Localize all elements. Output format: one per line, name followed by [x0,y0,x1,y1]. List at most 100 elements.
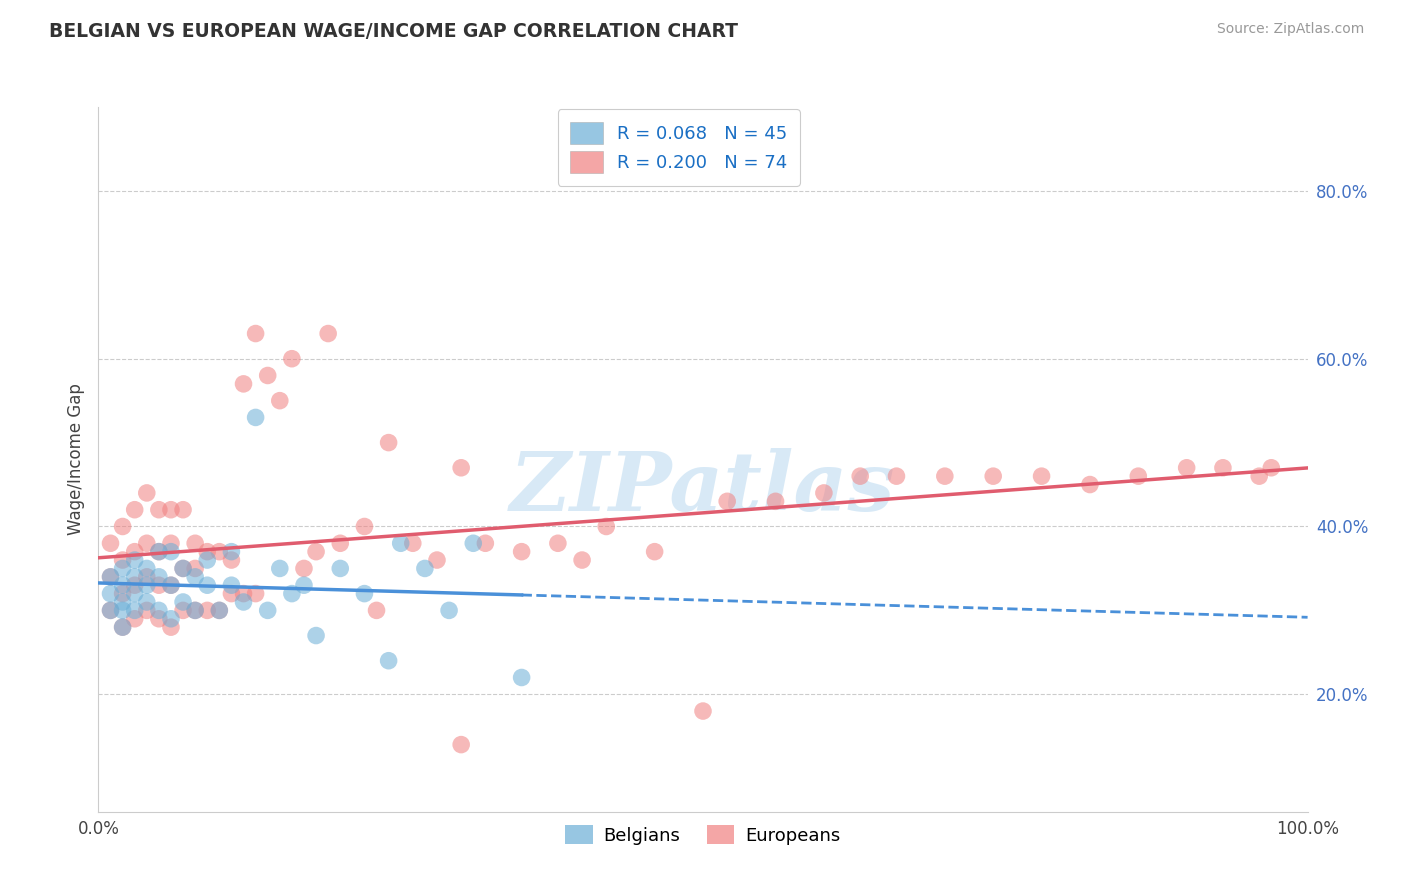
Point [172,502,194,516]
Text: Source: ZipAtlas.com: Source: ZipAtlas.com [1216,22,1364,37]
Point [148,570,170,584]
Point [100,536,122,550]
Text: BELGIAN VS EUROPEAN WAGE/INCOME GAP CORRELATION CHART: BELGIAN VS EUROPEAN WAGE/INCOME GAP CORR… [49,22,738,41]
Point [934,469,956,483]
Point [135,595,157,609]
Legend: Belgians, Europeans: Belgians, Europeans [558,818,848,852]
Point [111,595,134,609]
Point [184,536,207,550]
Point [208,603,231,617]
Point [172,603,194,617]
Point [329,536,352,550]
Point [366,603,388,617]
Point [148,578,170,592]
Point [160,536,183,550]
Point [124,578,146,592]
Point [232,595,254,609]
Point [245,326,267,341]
Point [1212,460,1234,475]
Point [1249,469,1271,483]
Point [765,494,787,508]
Point [148,544,170,558]
Point [135,570,157,584]
Point [221,578,243,592]
Point [1128,469,1150,483]
Point [160,578,183,592]
Point [184,603,207,617]
Point [100,570,122,584]
Point [813,486,835,500]
Point [172,561,194,575]
Point [256,368,278,383]
Point [208,603,231,617]
Point [316,326,339,341]
Point [195,544,218,558]
Point [981,469,1004,483]
Point [1260,460,1282,475]
Point [135,486,157,500]
Point [547,536,569,550]
Point [172,595,194,609]
Point [1078,477,1101,491]
Point [124,570,146,584]
Point [148,603,170,617]
Point [160,578,183,592]
Point [100,570,122,584]
Point [221,553,243,567]
Point [111,603,134,617]
Point [353,586,375,600]
Point [1031,469,1053,483]
Point [111,561,134,575]
Point [353,519,375,533]
Point [124,553,146,567]
Point [377,654,399,668]
Text: ZIPatlas: ZIPatlas [510,448,896,527]
Point [269,561,291,575]
Point [148,502,170,516]
Point [111,519,134,533]
Point [221,586,243,600]
Point [172,561,194,575]
Point [595,519,617,533]
Point [256,603,278,617]
Point [111,578,134,592]
Point [100,603,122,617]
Point [160,620,183,634]
Point [100,603,122,617]
Point [124,502,146,516]
Point [1175,460,1198,475]
Point [510,544,533,558]
Point [849,469,872,483]
Point [111,586,134,600]
Point [450,460,472,475]
Point [292,561,315,575]
Point [474,536,496,550]
Point [245,586,267,600]
Point [716,494,738,508]
Point [184,603,207,617]
Point [571,553,593,567]
Point [111,620,134,634]
Point [221,544,243,558]
Point [402,536,425,550]
Point [232,586,254,600]
Point [292,578,315,592]
Point [437,603,460,617]
Point [135,578,157,592]
Point [111,553,134,567]
Point [389,536,412,550]
Point [124,603,146,617]
Point [692,704,714,718]
Point [245,410,267,425]
Point [160,502,183,516]
Point [135,536,157,550]
Point [160,612,183,626]
Point [160,544,183,558]
Point [148,544,170,558]
Point [281,586,304,600]
Point [184,570,207,584]
Point [100,586,122,600]
Point [184,561,207,575]
Point [510,671,533,685]
Point [644,544,666,558]
